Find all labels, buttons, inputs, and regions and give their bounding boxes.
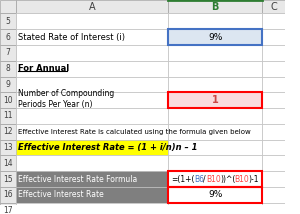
FancyBboxPatch shape [262, 0, 285, 13]
FancyBboxPatch shape [0, 203, 16, 214]
FancyBboxPatch shape [168, 77, 262, 92]
FancyBboxPatch shape [16, 29, 168, 45]
FancyBboxPatch shape [262, 155, 285, 171]
FancyBboxPatch shape [0, 92, 16, 108]
FancyBboxPatch shape [168, 187, 262, 203]
FancyBboxPatch shape [168, 29, 262, 45]
Text: 10: 10 [3, 96, 13, 105]
Text: 1: 1 [212, 95, 219, 105]
Text: 13: 13 [3, 143, 13, 152]
FancyBboxPatch shape [0, 29, 16, 45]
Text: 16: 16 [3, 190, 13, 199]
Text: 6: 6 [5, 33, 10, 42]
Text: 9: 9 [5, 80, 10, 89]
Text: )-1: )-1 [249, 175, 259, 184]
FancyBboxPatch shape [0, 124, 16, 140]
FancyBboxPatch shape [168, 92, 262, 108]
Text: B6: B6 [194, 175, 204, 184]
FancyBboxPatch shape [262, 45, 285, 61]
FancyBboxPatch shape [168, 124, 262, 140]
FancyBboxPatch shape [262, 29, 285, 45]
FancyBboxPatch shape [0, 45, 16, 61]
Text: For Annual: For Annual [18, 64, 69, 73]
FancyBboxPatch shape [168, 45, 262, 61]
Text: Effective Interest Rate: Effective Interest Rate [18, 190, 104, 199]
FancyBboxPatch shape [168, 203, 262, 214]
FancyBboxPatch shape [262, 187, 285, 203]
Text: 7: 7 [5, 48, 10, 57]
Text: =(1+(: =(1+( [172, 175, 195, 184]
FancyBboxPatch shape [262, 108, 285, 124]
FancyBboxPatch shape [168, 61, 262, 77]
FancyBboxPatch shape [16, 13, 168, 29]
Text: Effective Interest Rate Formula: Effective Interest Rate Formula [18, 175, 137, 184]
FancyBboxPatch shape [16, 187, 168, 203]
FancyBboxPatch shape [16, 171, 168, 187]
FancyBboxPatch shape [168, 140, 262, 155]
Text: 12: 12 [3, 127, 13, 136]
Text: 15: 15 [3, 175, 13, 184]
FancyBboxPatch shape [262, 13, 285, 29]
Text: ))^(: ))^( [220, 175, 236, 184]
FancyBboxPatch shape [0, 155, 16, 171]
Text: 9%: 9% [208, 33, 222, 42]
FancyBboxPatch shape [262, 92, 285, 108]
Text: /: / [203, 175, 206, 184]
FancyBboxPatch shape [16, 61, 168, 77]
FancyBboxPatch shape [0, 13, 16, 29]
FancyBboxPatch shape [0, 61, 16, 77]
Text: A: A [88, 2, 95, 12]
FancyBboxPatch shape [168, 155, 262, 171]
FancyBboxPatch shape [16, 92, 168, 108]
Text: C: C [270, 2, 277, 12]
Text: Stated Rate of Interest (i): Stated Rate of Interest (i) [18, 33, 125, 42]
FancyBboxPatch shape [168, 0, 262, 13]
Text: Number of Compounding
Periods Per Year (n): Number of Compounding Periods Per Year (… [18, 89, 114, 109]
Text: 5: 5 [5, 17, 10, 26]
FancyBboxPatch shape [0, 0, 16, 13]
FancyBboxPatch shape [0, 171, 16, 187]
FancyBboxPatch shape [16, 45, 168, 61]
FancyBboxPatch shape [262, 124, 285, 140]
Text: Effective Interest Rate is calculated using the formula given below: Effective Interest Rate is calculated us… [18, 129, 251, 135]
FancyBboxPatch shape [16, 155, 168, 171]
Text: 9%: 9% [208, 190, 222, 199]
FancyBboxPatch shape [16, 0, 168, 13]
FancyBboxPatch shape [262, 171, 285, 187]
Text: 14: 14 [3, 159, 13, 168]
FancyBboxPatch shape [16, 203, 168, 214]
Text: B10: B10 [206, 175, 221, 184]
FancyBboxPatch shape [0, 77, 16, 92]
Text: For Annual: For Annual [18, 64, 69, 73]
FancyBboxPatch shape [262, 77, 285, 92]
FancyBboxPatch shape [16, 77, 168, 92]
FancyBboxPatch shape [16, 140, 168, 155]
Text: 11: 11 [3, 111, 13, 120]
Text: B: B [212, 2, 219, 12]
FancyBboxPatch shape [262, 140, 285, 155]
FancyBboxPatch shape [168, 171, 262, 187]
FancyBboxPatch shape [0, 187, 16, 203]
FancyBboxPatch shape [168, 13, 262, 29]
FancyBboxPatch shape [0, 108, 16, 124]
FancyBboxPatch shape [262, 203, 285, 214]
Text: 17: 17 [3, 206, 13, 214]
FancyBboxPatch shape [168, 108, 262, 124]
Text: Effective Interest Rate = (1 + i/n)n – 1: Effective Interest Rate = (1 + i/n)n – 1 [18, 143, 197, 152]
FancyBboxPatch shape [0, 140, 16, 155]
Text: 8: 8 [5, 64, 10, 73]
FancyBboxPatch shape [16, 124, 168, 140]
FancyBboxPatch shape [262, 61, 285, 77]
FancyBboxPatch shape [16, 108, 168, 124]
Text: B10: B10 [235, 175, 249, 184]
